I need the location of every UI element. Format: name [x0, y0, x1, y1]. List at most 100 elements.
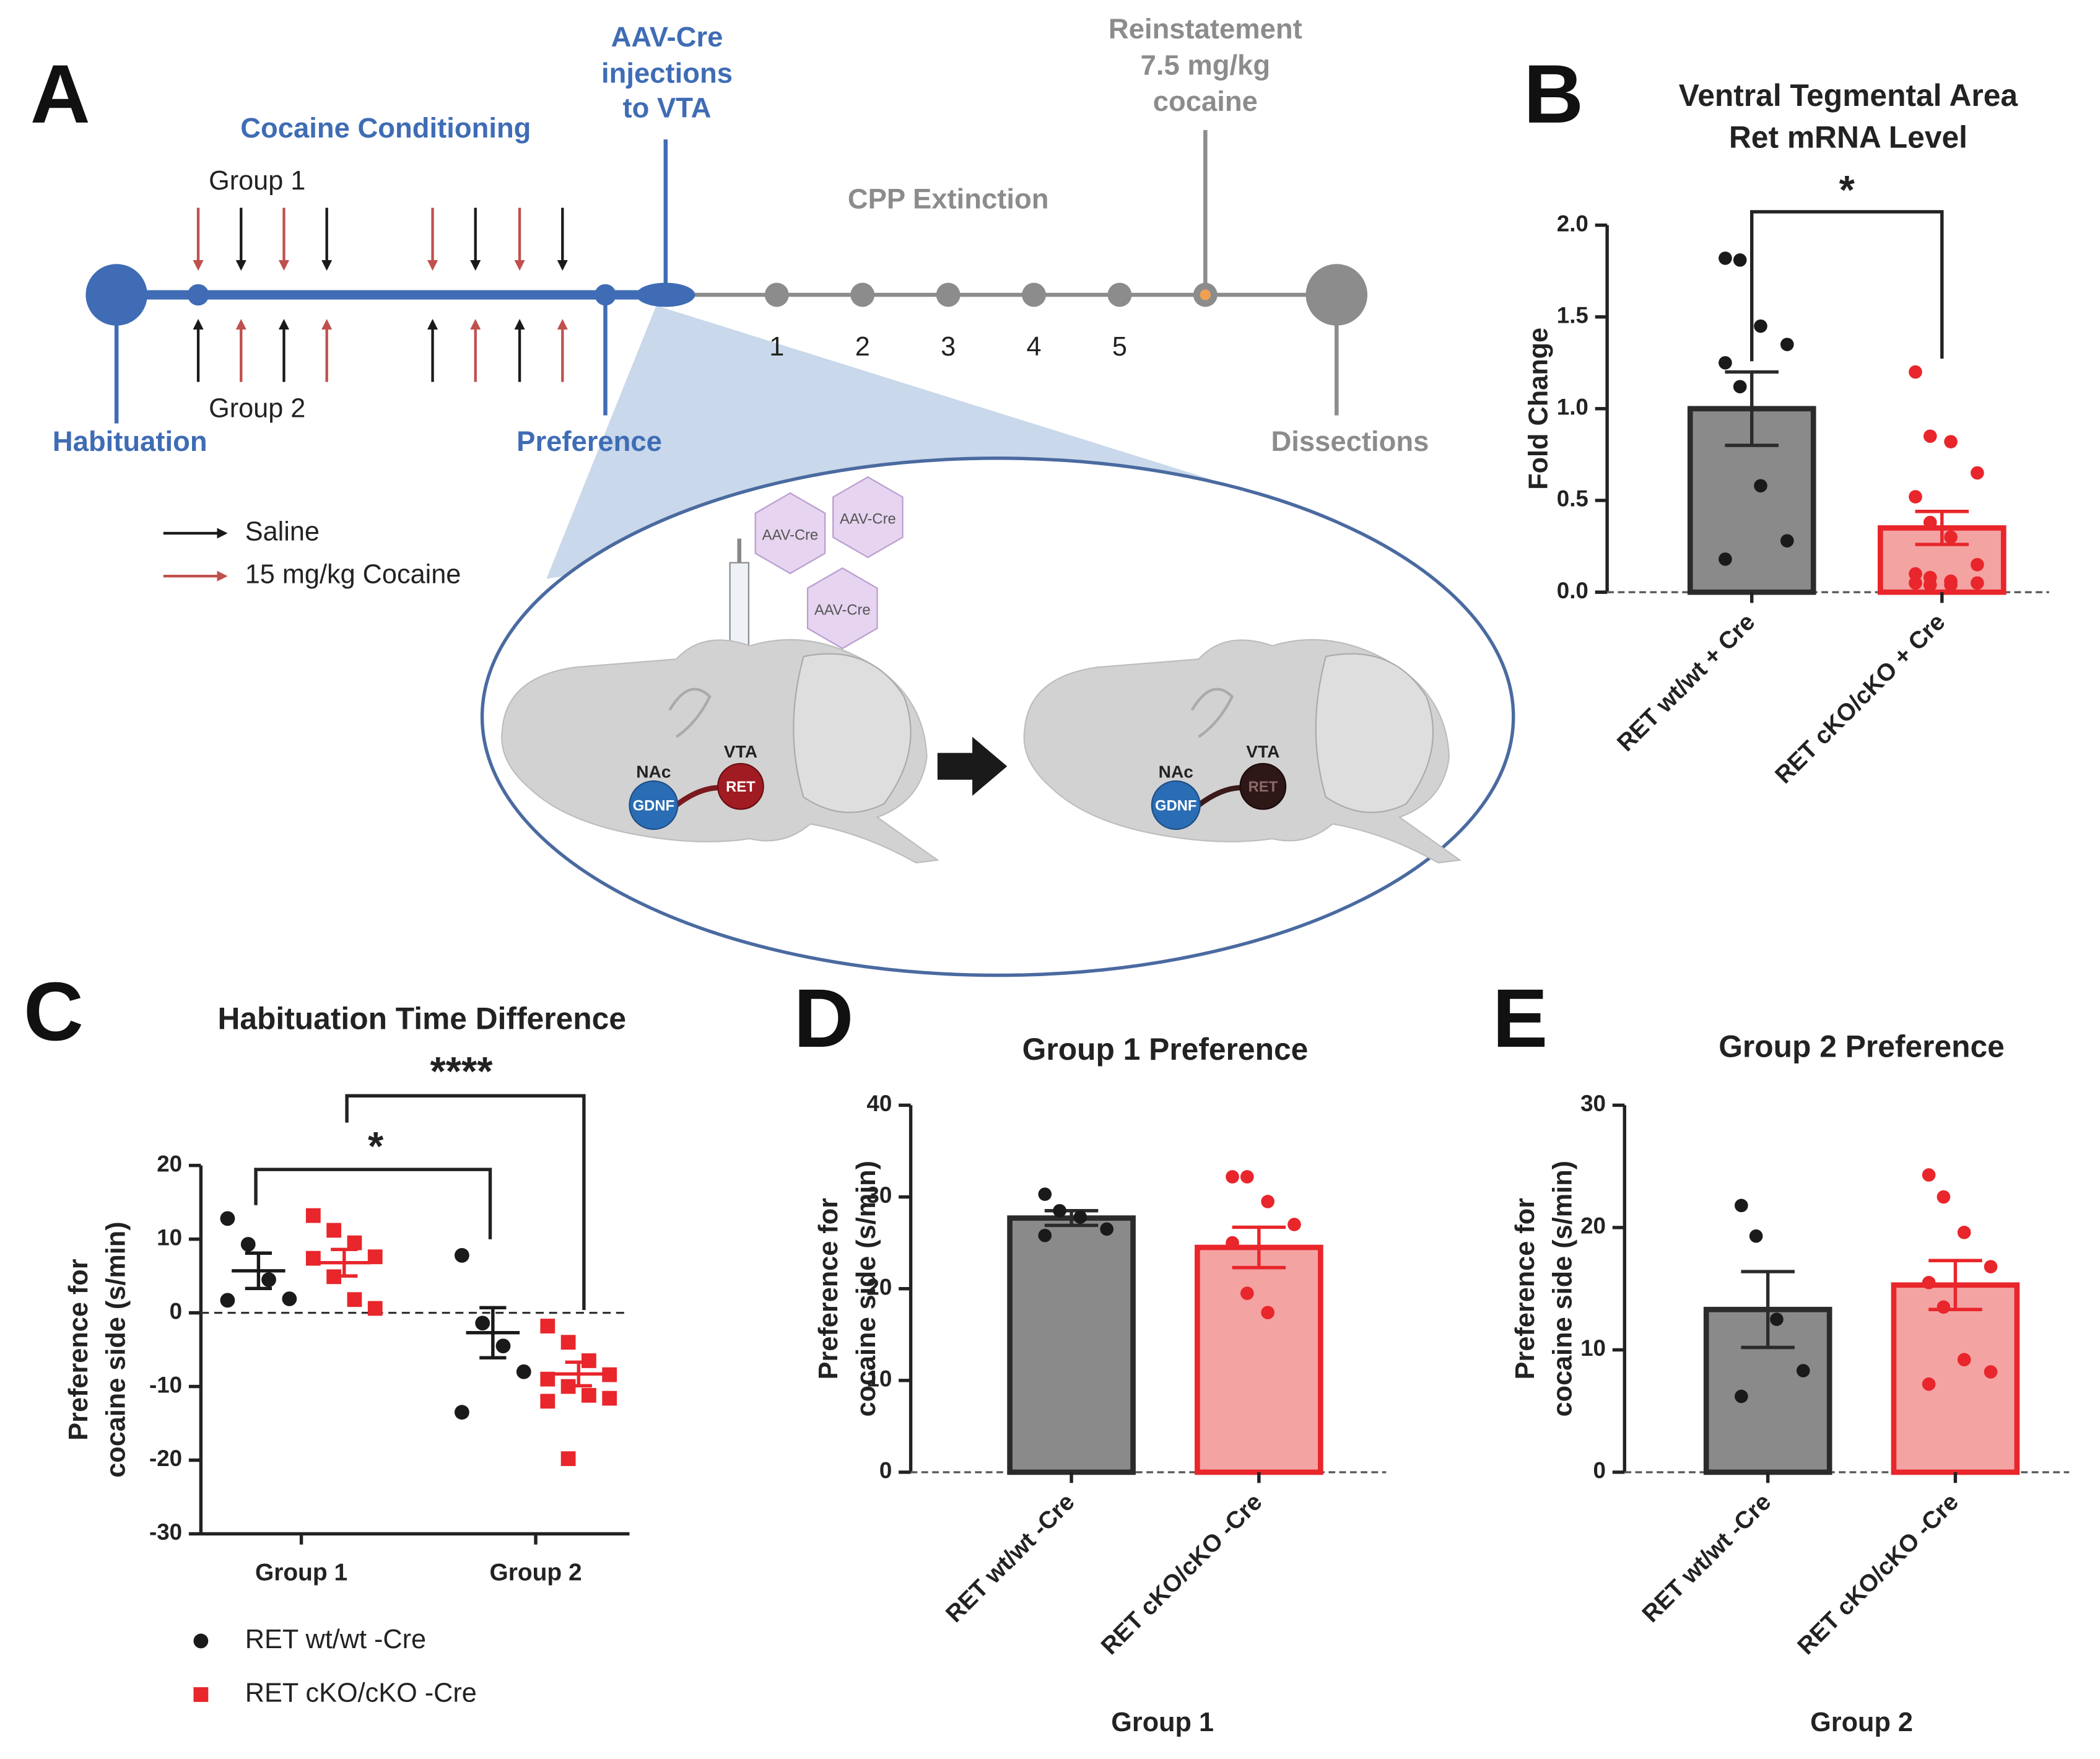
data-point	[1796, 1364, 1810, 1377]
node	[1107, 282, 1132, 307]
y-tick-label: 40	[866, 1091, 892, 1116]
molecule-label: RET	[1248, 779, 1278, 795]
x-tick-label: Group 2	[489, 1560, 582, 1586]
virus-label: AAV-Cre	[814, 602, 871, 619]
data-point	[1909, 567, 1922, 581]
molecule-label: GDNF	[1155, 797, 1196, 814]
label: Group 2	[209, 393, 305, 423]
data-point	[305, 1251, 321, 1266]
data-point	[454, 1405, 469, 1420]
data-point	[347, 1292, 362, 1307]
significance-label: ****	[430, 1049, 494, 1094]
data-point	[1984, 1260, 1998, 1273]
y-axis-label: Preference for	[64, 1259, 94, 1440]
data-point	[1937, 1190, 1951, 1204]
label: CPP Extinction	[848, 183, 1049, 215]
data-point	[454, 1247, 469, 1263]
data-point	[1226, 1170, 1239, 1184]
region-label: VTA	[1246, 742, 1279, 761]
label: 7.5 mg/kg	[1141, 49, 1270, 81]
panel-letter: E	[1492, 972, 1548, 1065]
y-axis-label: cocaine side (s/min)	[102, 1221, 131, 1477]
data-point	[1754, 319, 1767, 333]
y-axis-label: Preference for	[814, 1198, 843, 1379]
data-point	[1780, 534, 1794, 548]
label: AAV-Cre	[611, 21, 723, 53]
data-point	[1733, 380, 1747, 394]
injection-arrows	[193, 207, 568, 382]
data-point	[1923, 515, 1937, 530]
data-point	[1287, 1218, 1301, 1231]
significance-label: *	[368, 1124, 384, 1169]
data-point	[1053, 1203, 1066, 1218]
panel-a: A Cocaine Conditioning Group 1 Group 2 A…	[30, 13, 1515, 977]
data-point	[326, 1223, 342, 1238]
data-point	[1984, 1365, 1998, 1379]
x-tick-label: RET cKO/cKO + Cre	[1770, 609, 1950, 789]
significance-bracket	[254, 1168, 492, 1239]
data-point	[1038, 1187, 1052, 1201]
node	[936, 282, 961, 307]
data-point	[475, 1316, 490, 1331]
data-point	[1923, 429, 1937, 443]
x-tick-label: RET cKO/cKO -Cre	[1096, 1488, 1268, 1660]
label: cocaine	[1153, 85, 1258, 117]
y-tick-label: 1.5	[1557, 302, 1588, 328]
y-axis-label: cocaine side (s/min)	[852, 1161, 881, 1416]
error-bar	[245, 1251, 272, 1291]
data-point	[1754, 479, 1767, 493]
data-point	[220, 1293, 235, 1308]
significance-label: *	[1839, 167, 1855, 212]
panel-letter: B	[1523, 48, 1584, 141]
data-point	[1226, 1236, 1239, 1250]
data-point	[220, 1211, 235, 1226]
data-point	[1957, 1226, 1971, 1239]
panel-letter: C	[24, 966, 84, 1058]
data-point	[1971, 576, 1984, 590]
day-label: 5	[1112, 332, 1127, 362]
x-tick-label: RET cKO/cKO -Cre	[1793, 1488, 1964, 1660]
error-bar	[331, 1247, 358, 1278]
data-point	[582, 1387, 596, 1403]
y-tick-label: 20	[157, 1151, 182, 1176]
node	[595, 284, 616, 306]
x-tick-label: RET wt/wt -Cre	[941, 1488, 1080, 1628]
data-point	[1909, 576, 1922, 590]
data-point	[1749, 1229, 1763, 1243]
error-bar	[565, 1360, 592, 1388]
x-tick-label: Group 1	[255, 1560, 347, 1586]
y-tick-label: 0	[170, 1298, 182, 1324]
y-tick-label: 0	[1593, 1458, 1606, 1483]
virus: AAV-Cre AAV-Cre AAV-Cre	[754, 476, 904, 650]
y-tick-label: 10	[866, 1366, 892, 1392]
y-tick-label: 10	[157, 1224, 182, 1250]
data-point	[1735, 1198, 1748, 1213]
label: to VTA	[623, 92, 712, 124]
molecule-label: GDNF	[633, 797, 674, 814]
error-bar	[479, 1306, 507, 1360]
data-point	[1909, 490, 1922, 504]
data-point	[1261, 1195, 1274, 1208]
region-label: NAc	[636, 762, 671, 781]
data-point	[1971, 466, 1984, 480]
legend-label: Saline	[245, 517, 320, 546]
day-label: 3	[941, 332, 956, 362]
region-label: VTA	[724, 742, 757, 761]
chart-title: Ventral Tegmental Area	[1679, 78, 2018, 113]
data-point	[1944, 435, 1958, 448]
brain	[501, 639, 939, 864]
data-point	[560, 1335, 576, 1350]
data-point	[1100, 1222, 1114, 1236]
error-bar	[1725, 370, 1779, 447]
data-point	[560, 1451, 576, 1467]
data-point	[516, 1364, 531, 1379]
y-tick-label: 30	[866, 1182, 892, 1208]
data-point	[1780, 338, 1794, 351]
data-point	[1909, 365, 1922, 379]
legend-marker	[193, 1687, 209, 1702]
significance-bracket	[1750, 210, 1944, 362]
x-tick-label: RET wt/wt + Cre	[1612, 609, 1760, 757]
data-point	[347, 1235, 362, 1251]
chart-title: Group 1 Preference	[1022, 1032, 1309, 1067]
